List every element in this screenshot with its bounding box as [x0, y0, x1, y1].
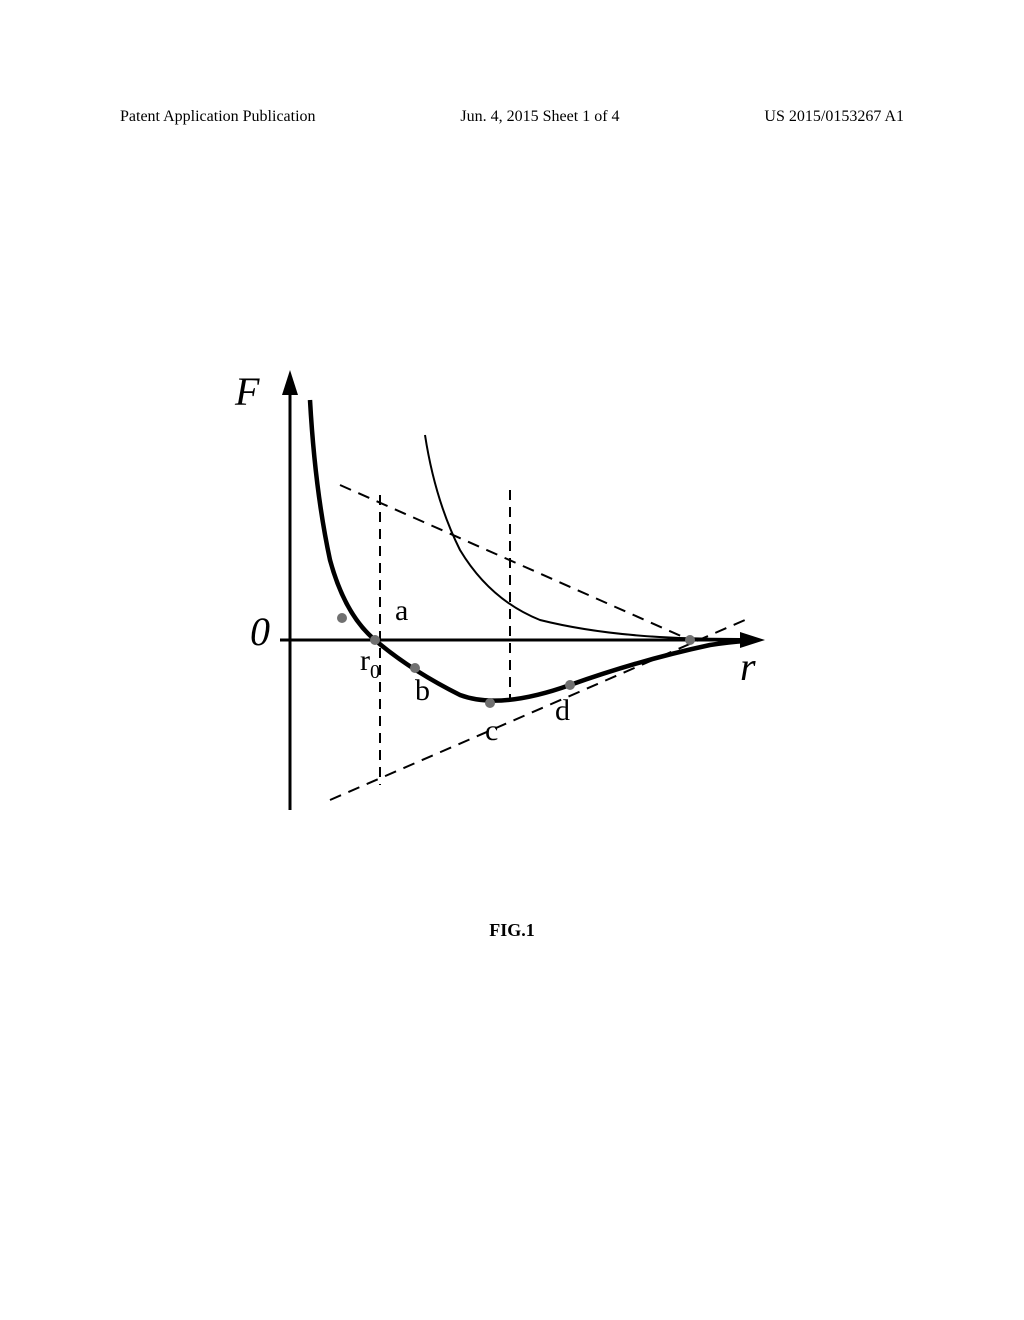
x-axis-label: r	[740, 644, 756, 689]
r0-label: r0	[360, 644, 380, 683]
origin-label: 0	[250, 609, 270, 654]
point-b-marker	[410, 663, 420, 673]
point-c-marker	[485, 698, 495, 708]
point-d-marker	[565, 680, 575, 690]
header-publication-type: Patent Application Publication	[120, 108, 316, 126]
point-intersect-marker	[685, 635, 695, 645]
point-c-label: c	[485, 714, 498, 747]
repulsive-curve	[425, 435, 740, 639]
tangent-line-upper	[340, 485, 690, 640]
point-d-label: d	[555, 694, 570, 727]
header-publication-number: US 2015/0153267 A1	[764, 108, 904, 126]
page-header: Patent Application Publication Jun. 4, 2…	[0, 108, 1024, 126]
figure-diagram: F 0 r r0 a b c d	[200, 340, 800, 860]
force-distance-diagram: F 0 r r0 a b c d	[200, 340, 800, 860]
point-r0-marker	[370, 635, 380, 645]
figure-caption: FIG.1	[0, 920, 1024, 941]
point-a-marker	[337, 613, 347, 623]
point-a-label: a	[395, 594, 408, 627]
main-force-curve	[310, 400, 745, 701]
point-b-label: b	[415, 674, 430, 707]
y-axis-arrow	[282, 370, 298, 395]
y-axis-label: F	[234, 369, 260, 414]
tangent-line-lower	[330, 620, 745, 800]
header-date-sheet: Jun. 4, 2015 Sheet 1 of 4	[460, 108, 619, 126]
